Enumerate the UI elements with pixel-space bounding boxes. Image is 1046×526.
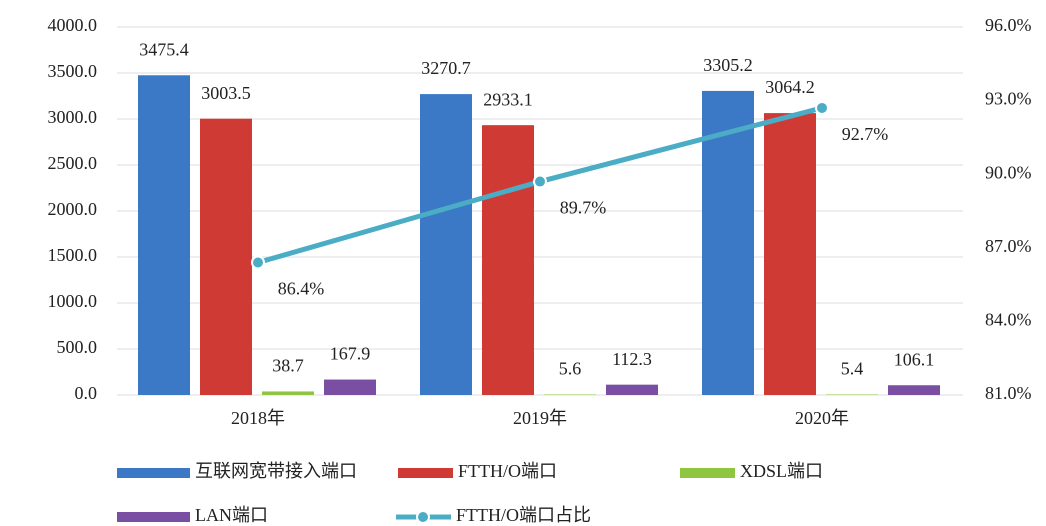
legend-swatch bbox=[680, 468, 735, 478]
bar bbox=[200, 118, 252, 395]
bar bbox=[324, 379, 376, 395]
y2-tick-label: 90.0% bbox=[985, 162, 1032, 182]
legend-label: 互联网宽带接入端口 bbox=[195, 461, 357, 481]
legend-marker bbox=[416, 510, 430, 524]
bar bbox=[606, 384, 658, 395]
bar bbox=[544, 394, 596, 395]
y-tick-label: 1500.0 bbox=[48, 245, 98, 265]
data-label: 3305.2 bbox=[703, 55, 753, 75]
data-label: 5.4 bbox=[841, 359, 864, 379]
data-label: 106.1 bbox=[894, 349, 935, 369]
y-tick-label: 3500.0 bbox=[48, 61, 98, 81]
bar bbox=[702, 90, 754, 395]
x-tick-label: 2020年 bbox=[795, 408, 849, 428]
data-label: 3270.7 bbox=[421, 58, 471, 78]
data-label: 5.6 bbox=[559, 359, 582, 379]
y2-tick-label: 87.0% bbox=[985, 236, 1032, 256]
y2-tick-label: 96.0% bbox=[985, 15, 1032, 35]
data-label: 3064.2 bbox=[765, 77, 815, 97]
line-point bbox=[815, 100, 829, 115]
y-tick-label: 2500.0 bbox=[48, 153, 98, 173]
legend-swatch bbox=[398, 468, 453, 478]
y-tick-label: 500.0 bbox=[57, 337, 98, 357]
y-tick-label: 3000.0 bbox=[48, 107, 98, 127]
data-label: 3475.4 bbox=[139, 39, 189, 59]
legend-swatch bbox=[117, 512, 190, 522]
data-label: 38.7 bbox=[272, 356, 304, 376]
data-label: 92.7% bbox=[842, 124, 889, 144]
legend-label: XDSL端口 bbox=[740, 461, 823, 481]
data-label: 167.9 bbox=[330, 344, 371, 364]
data-label: 2933.1 bbox=[483, 89, 533, 109]
y2-tick-label: 93.0% bbox=[985, 89, 1032, 109]
y-tick-label: 0.0 bbox=[75, 383, 98, 403]
line-point bbox=[251, 255, 265, 270]
data-label: 89.7% bbox=[560, 198, 607, 218]
line-point bbox=[533, 174, 547, 189]
legend-label: FTTH/O端口占比 bbox=[456, 505, 591, 525]
legend-swatch bbox=[117, 468, 190, 478]
bar bbox=[764, 113, 816, 395]
y-tick-label: 1000.0 bbox=[48, 291, 98, 311]
bar bbox=[138, 75, 190, 396]
x-tick-label: 2018年 bbox=[231, 408, 285, 428]
bar bbox=[420, 94, 472, 396]
bar bbox=[482, 125, 534, 396]
data-label: 86.4% bbox=[278, 279, 325, 299]
y2-tick-label: 84.0% bbox=[985, 310, 1032, 330]
legend-label: LAN端口 bbox=[195, 505, 268, 525]
data-label: 112.3 bbox=[612, 349, 652, 369]
y2-tick-label: 81.0% bbox=[985, 383, 1032, 403]
y-tick-label: 4000.0 bbox=[48, 15, 98, 35]
y-tick-label: 2000.0 bbox=[48, 199, 98, 219]
data-label: 3003.5 bbox=[201, 83, 251, 103]
bar bbox=[262, 391, 314, 395]
bar bbox=[888, 385, 940, 395]
x-tick-label: 2019年 bbox=[513, 408, 567, 428]
legend-label: FTTH/O端口 bbox=[458, 461, 557, 481]
